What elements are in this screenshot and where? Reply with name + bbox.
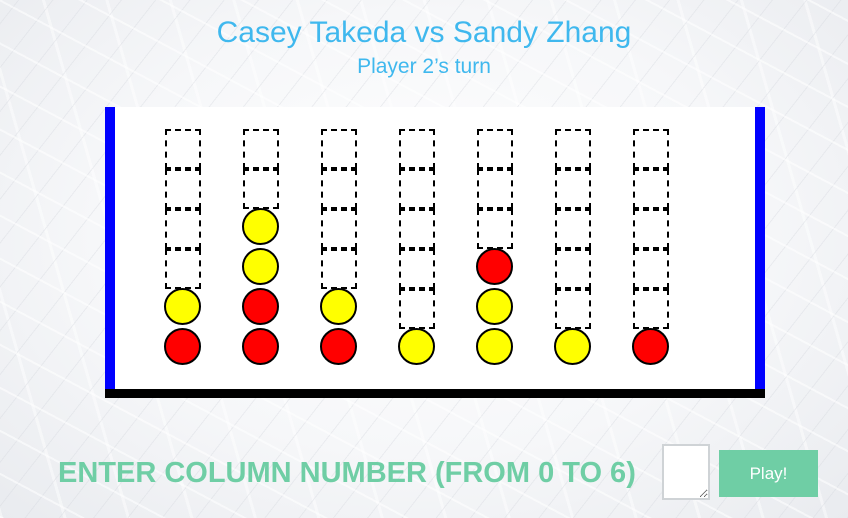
- empty-slot: [555, 249, 591, 289]
- empty-slot: [555, 169, 591, 209]
- yellow-disc: [164, 288, 201, 325]
- empty-slot: [633, 289, 669, 329]
- empty-slot: [399, 129, 435, 169]
- board-column-1[interactable]: [241, 129, 281, 369]
- board-slot: [554, 328, 591, 365]
- empty-slot: [321, 209, 357, 249]
- empty-slot: [399, 169, 435, 209]
- board-slot: [476, 288, 513, 325]
- match-title: Casey Takeda vs Sandy Zhang: [216, 16, 632, 49]
- empty-slot: [165, 169, 201, 209]
- yellow-disc: [242, 248, 279, 285]
- yellow-disc: [320, 288, 357, 325]
- empty-slot: [321, 169, 357, 209]
- board-column-2[interactable]: [319, 129, 359, 369]
- red-disc: [632, 328, 669, 365]
- game-board: [105, 107, 765, 398]
- red-disc: [476, 248, 513, 285]
- empty-slot: [243, 129, 279, 169]
- empty-slot: [555, 129, 591, 169]
- yellow-disc: [476, 328, 513, 365]
- board-base: [105, 389, 765, 398]
- red-disc: [164, 328, 201, 365]
- empty-slot: [477, 209, 513, 249]
- empty-slot: [477, 129, 513, 169]
- red-disc: [242, 328, 279, 365]
- empty-slot: [165, 129, 201, 169]
- board-slot: [320, 288, 357, 325]
- yellow-disc: [554, 328, 591, 365]
- empty-slot: [165, 209, 201, 249]
- empty-slot: [555, 289, 591, 329]
- empty-slot: [243, 169, 279, 209]
- yellow-disc: [476, 288, 513, 325]
- board-slot: [476, 248, 513, 285]
- empty-slot: [633, 249, 669, 289]
- empty-slot: [399, 209, 435, 249]
- board-slot: [242, 208, 279, 245]
- board-slot: [242, 288, 279, 325]
- board-slot: [242, 248, 279, 285]
- empty-slot: [399, 289, 435, 329]
- empty-slot: [555, 209, 591, 249]
- board-slot: [632, 328, 669, 365]
- red-disc: [242, 288, 279, 325]
- empty-slot: [633, 169, 669, 209]
- board-left-post: [105, 107, 115, 398]
- board-slot: [476, 328, 513, 365]
- yellow-disc: [398, 328, 435, 365]
- empty-slot: [633, 129, 669, 169]
- board-column-6[interactable]: [631, 129, 671, 369]
- empty-slot: [633, 209, 669, 249]
- play-button[interactable]: Play!: [719, 450, 818, 497]
- turn-indicator: Player 2’s turn: [357, 55, 491, 78]
- board-slot: [164, 288, 201, 325]
- empty-slot: [477, 169, 513, 209]
- board-column-0[interactable]: [163, 129, 203, 369]
- column-prompt: ENTER COLUMN NUMBER (FROM 0 TO 6): [58, 457, 636, 489]
- board-column-5[interactable]: [553, 129, 593, 369]
- board-slot: [164, 328, 201, 365]
- board-column-3[interactable]: [397, 129, 437, 369]
- empty-slot: [399, 249, 435, 289]
- board-slot: [242, 328, 279, 365]
- yellow-disc: [242, 208, 279, 245]
- empty-slot: [321, 129, 357, 169]
- board-slot: [398, 328, 435, 365]
- red-disc: [320, 328, 357, 365]
- board-slot: [320, 328, 357, 365]
- board-column-4[interactable]: [475, 129, 515, 369]
- board-right-post: [755, 107, 765, 398]
- empty-slot: [165, 249, 201, 289]
- column-number-input[interactable]: [662, 444, 710, 500]
- empty-slot: [321, 249, 357, 289]
